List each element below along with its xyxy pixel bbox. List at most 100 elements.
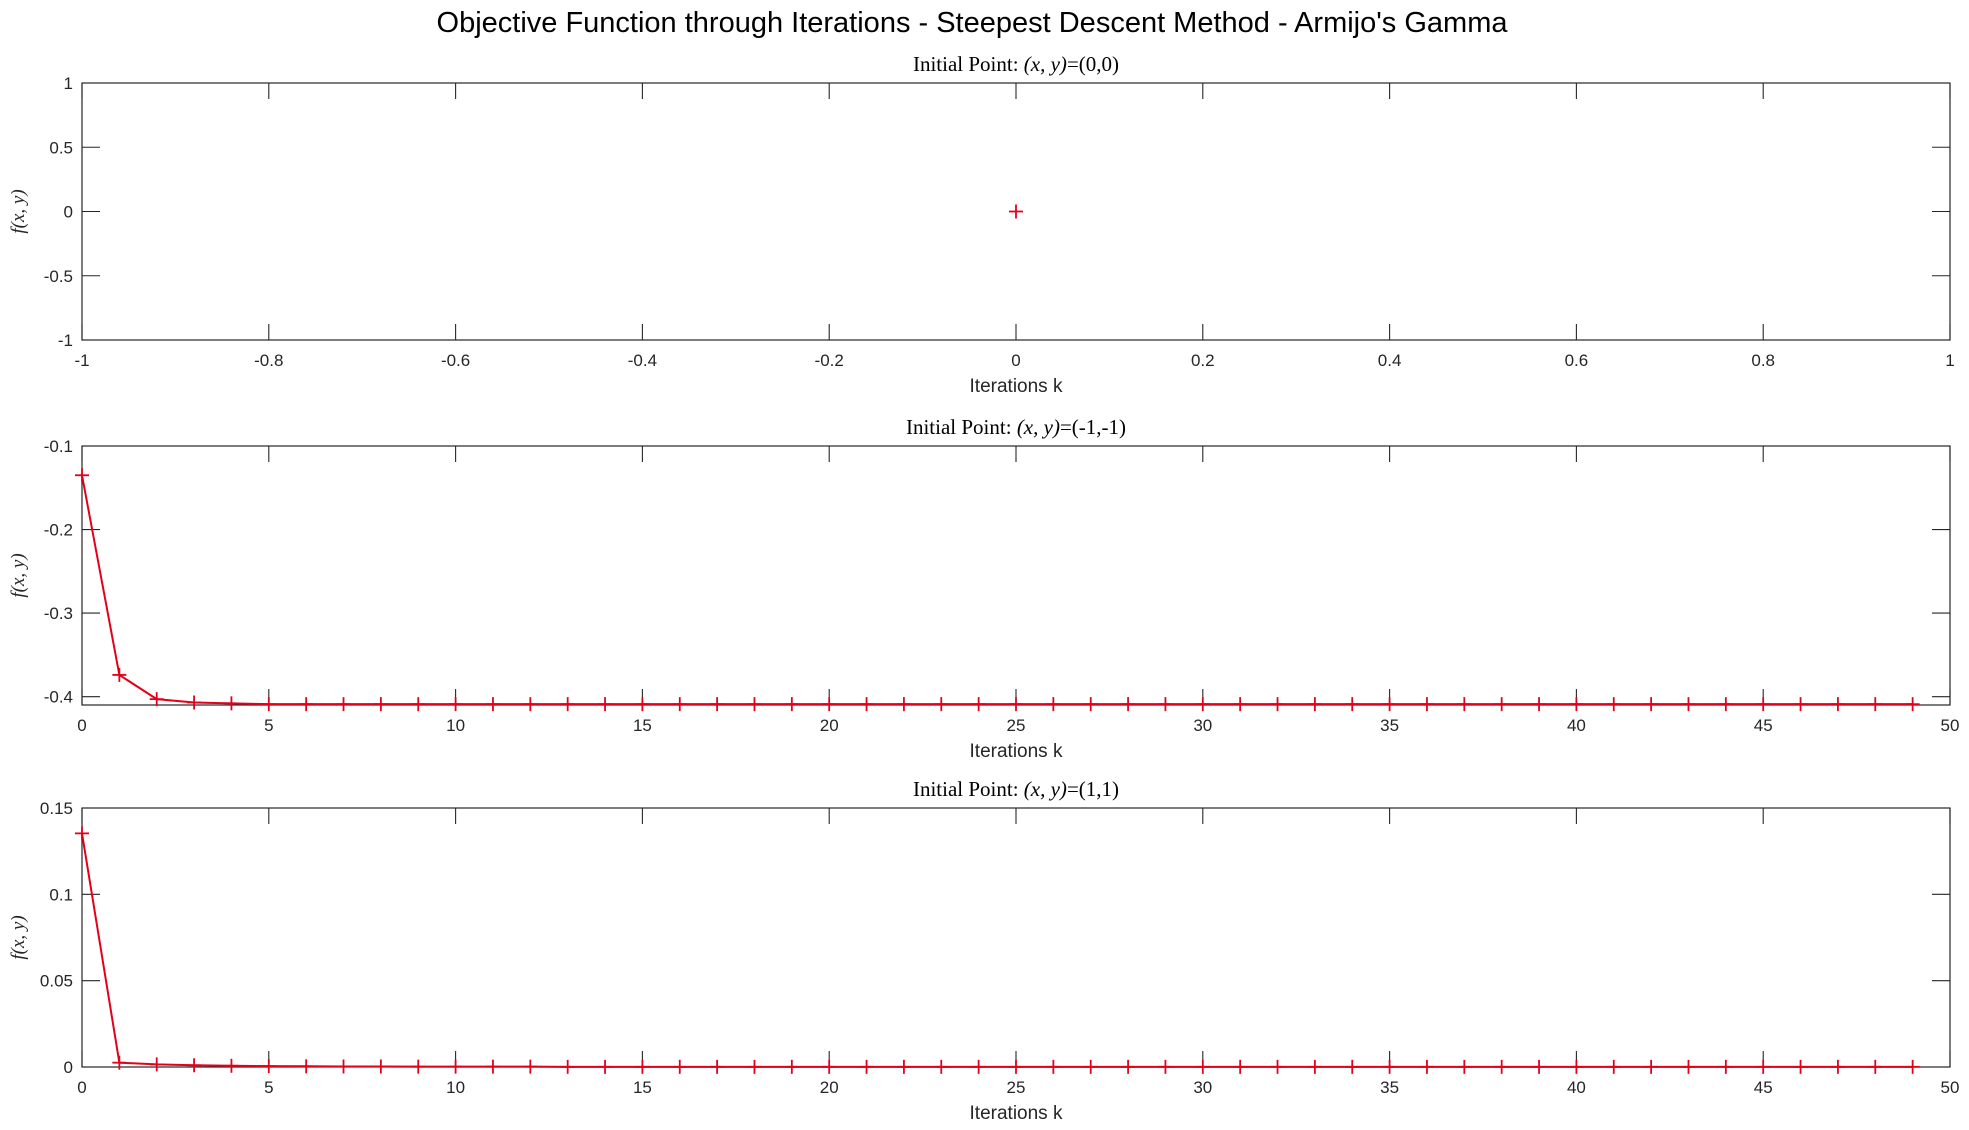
y-tick-label: 0.15 xyxy=(40,799,73,818)
x-tick-label: 25 xyxy=(1007,716,1026,735)
x-tick-label: 1 xyxy=(1945,351,1954,370)
data-point xyxy=(224,1058,239,1073)
data-point xyxy=(747,697,762,712)
data-point xyxy=(1158,1059,1173,1074)
data-point xyxy=(485,1059,500,1074)
data-point xyxy=(1307,1059,1322,1074)
data-point xyxy=(1419,697,1434,712)
data-point xyxy=(822,697,837,712)
data-point xyxy=(149,692,164,707)
data-point xyxy=(485,697,500,712)
data-point xyxy=(523,697,538,712)
data-point xyxy=(1756,697,1771,712)
x-tick-label: 50 xyxy=(1941,716,1960,735)
data-point xyxy=(1009,1059,1023,1074)
data-point xyxy=(1382,1059,1397,1074)
x-tick-label: 15 xyxy=(633,716,652,735)
y-tick-label: -0.4 xyxy=(44,688,73,707)
data-point xyxy=(971,697,986,712)
data-point xyxy=(1868,1059,1883,1074)
data-point xyxy=(1457,1059,1472,1074)
data-point xyxy=(598,697,613,712)
subplot-title: Initial Point: (x, y)=(1,1) xyxy=(913,777,1119,801)
data-point xyxy=(934,1059,949,1074)
data-point xyxy=(523,1059,538,1074)
data-point xyxy=(635,697,650,712)
data-point xyxy=(784,697,799,712)
y-tick-label: -0.5 xyxy=(44,267,73,286)
data-point xyxy=(448,1059,463,1074)
data-point xyxy=(1681,1059,1696,1074)
data-point xyxy=(1905,1059,1920,1074)
data-point xyxy=(1121,697,1136,712)
data-point xyxy=(1195,697,1210,712)
data-point xyxy=(336,697,351,712)
data-point xyxy=(859,1059,874,1074)
x-tick-label: 5 xyxy=(264,1078,273,1097)
data-point xyxy=(1009,204,1023,219)
data-point xyxy=(822,1059,837,1074)
y-tick-label: -0.1 xyxy=(44,437,73,456)
y-tick-label: -0.3 xyxy=(44,604,73,623)
data-point xyxy=(560,697,575,712)
data-point xyxy=(1868,697,1883,712)
data-point xyxy=(1121,1059,1136,1074)
data-point xyxy=(1046,697,1061,712)
data-point xyxy=(1382,697,1397,712)
x-tick-label: 0.4 xyxy=(1378,351,1402,370)
subplot-1: Initial Point: (x, y)=(0,0) -1 -0.8 -0.6 -0.… xyxy=(8,52,1955,397)
x-tick-label: 40 xyxy=(1567,1078,1586,1097)
data-point xyxy=(1270,1059,1285,1074)
data-point xyxy=(896,1059,911,1074)
data-point xyxy=(112,667,127,682)
data-point xyxy=(1270,697,1285,712)
data-point xyxy=(747,1059,762,1074)
data-point xyxy=(1644,1059,1659,1074)
data-point xyxy=(187,695,202,710)
data-point xyxy=(1532,697,1547,712)
x-tick-label: 50 xyxy=(1941,1078,1960,1097)
data-point xyxy=(971,1059,986,1074)
x-tick-label: 30 xyxy=(1193,1078,1212,1097)
x-tick-label: 25 xyxy=(1007,1078,1026,1097)
data-point xyxy=(1793,1059,1808,1074)
y-tick-label: 0.5 xyxy=(49,138,73,157)
data-point xyxy=(1905,697,1920,712)
x-axis-label: Iterations k xyxy=(970,1103,1063,1124)
data-point xyxy=(1606,697,1621,712)
data-point xyxy=(1569,697,1584,712)
y-tick-label: 0.05 xyxy=(40,972,73,991)
data-point xyxy=(1606,1059,1621,1074)
x-tick-label: 45 xyxy=(1754,716,1773,735)
x-tick-label: 35 xyxy=(1380,1078,1399,1097)
data-point xyxy=(710,1059,725,1074)
data-point xyxy=(1046,1059,1061,1074)
data-point xyxy=(1569,1059,1584,1074)
data-point xyxy=(187,1058,202,1073)
data-point xyxy=(75,468,89,483)
x-tick-label: 5 xyxy=(264,716,273,735)
data-point xyxy=(299,697,314,712)
data-point xyxy=(261,697,276,712)
data-point xyxy=(373,697,388,712)
data-point xyxy=(859,697,874,712)
data-point xyxy=(1718,697,1733,712)
data-point xyxy=(336,1059,351,1074)
x-tick-label: -0.4 xyxy=(628,351,657,370)
data-point xyxy=(1083,1059,1098,1074)
data-point xyxy=(1830,1059,1845,1074)
data-point xyxy=(672,1059,687,1074)
y-tick-label: -0.2 xyxy=(44,521,73,540)
data-point xyxy=(411,1059,426,1074)
data-point xyxy=(1158,697,1173,712)
x-tick-label: 45 xyxy=(1754,1078,1773,1097)
data-point xyxy=(448,697,463,712)
subplot-2: Initial Point: (x, y)=(-1,-1) 0 5 10 15 20 25 3… xyxy=(8,415,1959,762)
x-tick-label: 0.8 xyxy=(1751,351,1775,370)
data-point xyxy=(896,697,911,712)
data-point xyxy=(1494,1059,1509,1074)
data-point xyxy=(598,1059,613,1074)
x-tick-label: -0.2 xyxy=(815,351,844,370)
data-point xyxy=(560,1059,575,1074)
x-tick-label: 0.2 xyxy=(1191,351,1215,370)
